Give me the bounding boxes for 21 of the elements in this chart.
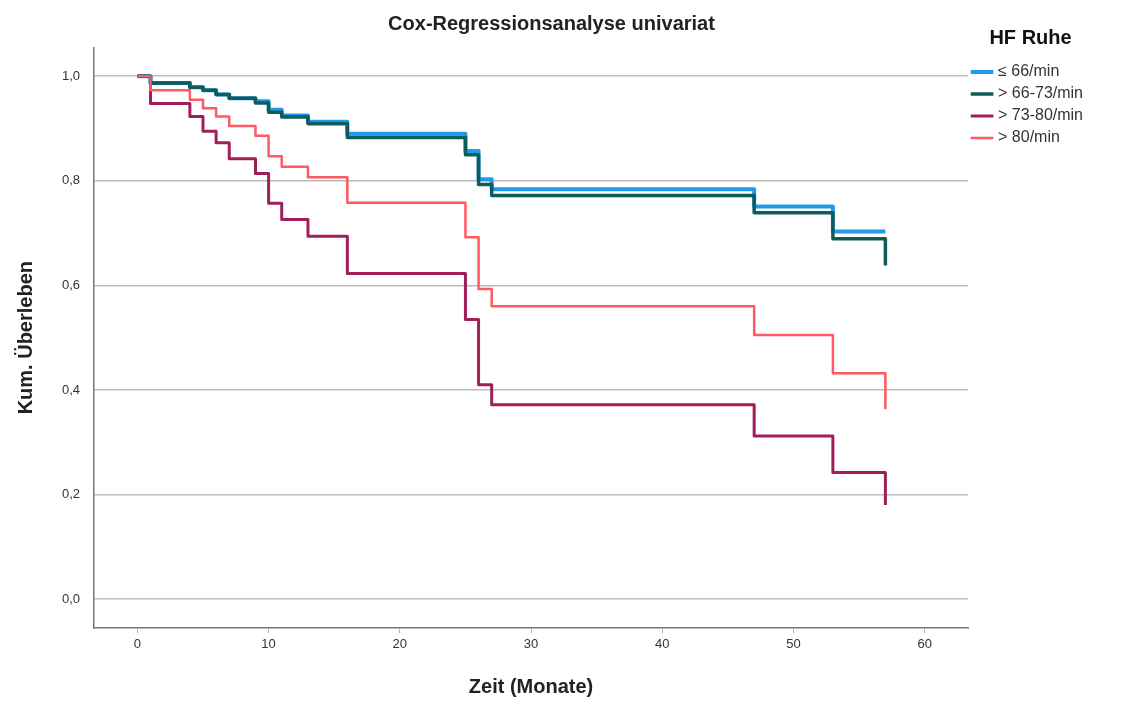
x-tick-label: 20 xyxy=(392,635,408,651)
y-tick-label: 0,0 xyxy=(61,590,81,606)
legend-label: > 80/min xyxy=(998,128,1060,146)
x-tick-label: 0 xyxy=(133,635,141,651)
legend-label: ≤ 66/min xyxy=(998,62,1060,80)
x-tick-label: 30 xyxy=(523,635,539,651)
y-tick-label: 0,8 xyxy=(61,172,81,188)
x-tick-label: 60 xyxy=(917,635,932,651)
x-tick-label: 10 xyxy=(261,635,276,651)
legend-label: > 73-80/min xyxy=(998,106,1083,124)
y-tick-label: 0,6 xyxy=(61,276,81,292)
x-axis-title: Zeit (Monate) xyxy=(468,674,594,697)
chart-title: Cox-Regressionsanalyse univariat xyxy=(388,11,716,34)
x-tick-label: 50 xyxy=(786,635,801,651)
legend-label: > 66-73/min xyxy=(998,84,1083,102)
y-tick-label: 0,2 xyxy=(61,486,81,502)
x-tick-label: 40 xyxy=(655,635,670,651)
y-tick-label: 1,0 xyxy=(61,67,81,83)
legend-title: HF Ruhe xyxy=(989,25,1072,48)
y-axis-title: Kum. Überleben xyxy=(13,261,36,415)
y-tick-label: 0,4 xyxy=(61,381,81,397)
